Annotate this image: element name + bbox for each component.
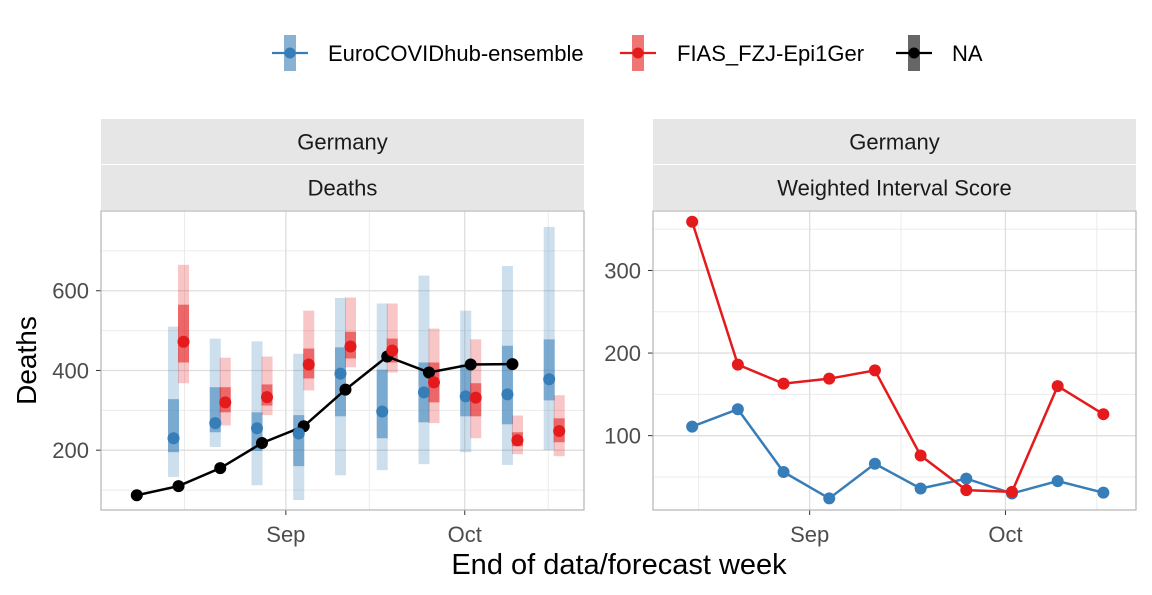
interval-50-band: [501, 345, 513, 425]
legend-key-point: [908, 47, 920, 59]
facet-strip: [653, 165, 1136, 210]
median-point: [167, 432, 180, 445]
y-axis-title: Deaths: [11, 316, 42, 405]
median-point: [292, 427, 305, 440]
score-point: [1051, 380, 1064, 393]
median-point: [344, 340, 357, 353]
y-tick-label: 400: [52, 358, 89, 383]
observed-point: [172, 480, 185, 493]
score-point: [823, 372, 836, 385]
interval-50-band: [178, 304, 190, 363]
median-point: [209, 417, 222, 430]
median-point: [501, 388, 514, 401]
median-point: [459, 390, 472, 403]
y-tick-label: 200: [604, 341, 641, 366]
median-point: [261, 391, 273, 404]
observed-point: [214, 462, 227, 475]
legend-label: FIAS_FZJ-Epi1Ger: [677, 41, 864, 66]
median-point: [251, 422, 263, 435]
median-point: [219, 396, 232, 409]
facet-strip-label: Deaths: [308, 176, 378, 201]
interval-50-band: [293, 415, 305, 467]
score-point: [686, 420, 699, 433]
observed-point: [464, 358, 477, 371]
score-point: [1051, 475, 1064, 488]
panel-border: [652, 210, 1137, 511]
score-point: [960, 484, 973, 497]
x-tick-label: Sep: [790, 522, 829, 547]
facet-strip-label: Germany: [849, 130, 939, 155]
plot-area: [130, 226, 566, 502]
interval-50-band: [168, 399, 180, 453]
observed-point: [339, 383, 352, 396]
score-point: [823, 492, 836, 505]
interval-90-band: [543, 226, 555, 451]
legend-item: NA: [896, 35, 983, 71]
score-point: [868, 457, 881, 470]
observed-point: [130, 489, 143, 502]
score-point: [777, 466, 790, 479]
plot-area: [686, 215, 1110, 505]
observed-point: [422, 366, 435, 379]
x-tick-label: Sep: [266, 522, 305, 547]
observed-point: [506, 358, 519, 371]
y-tick-label: 600: [52, 279, 89, 304]
interval-50-band: [376, 369, 388, 439]
score-point: [914, 449, 927, 462]
facet-strip: [101, 165, 584, 210]
facet-strip-label: Weighted Interval Score: [777, 176, 1011, 201]
legend-key-point: [284, 47, 296, 59]
x-axis-title: End of data/forecast week: [451, 549, 787, 581]
legend-item: EuroCOVIDhub-ensemble: [272, 35, 584, 71]
x-tick-label: Oct: [448, 522, 482, 547]
score-point: [777, 377, 790, 390]
interval-50-band: [334, 347, 346, 417]
median-point: [511, 434, 524, 447]
legend: EuroCOVIDhub-ensemble FIAS_FZJ-Epi1Ger NA: [272, 35, 983, 71]
median-point: [417, 386, 430, 399]
y-tick-label: 200: [52, 438, 89, 463]
grid: [653, 211, 1136, 510]
score-point: [960, 472, 973, 485]
median-point: [427, 376, 440, 389]
facet-strip: [653, 119, 1136, 164]
y-tick-label: 300: [604, 258, 641, 283]
median-point: [386, 344, 399, 357]
score-line: [691, 407, 1104, 500]
panel-deaths: Germany Deaths Sep Oct 200 400 600 Deaths: [11, 119, 585, 547]
legend-label: NA: [952, 41, 983, 66]
score-point: [686, 215, 699, 228]
panel-weighted-interval-score: Germany Weighted Interval Score Sep Oct 100 2…: [604, 119, 1137, 547]
interval-90-band: [386, 303, 398, 373]
median-point: [302, 358, 315, 371]
median-point: [376, 405, 389, 418]
median-point: [543, 373, 556, 386]
score-point: [731, 403, 744, 416]
legend-item: FIAS_FZJ-Epi1Ger: [620, 35, 864, 71]
facet-strip: [101, 119, 584, 164]
median-point: [177, 335, 190, 348]
interval-50-band: [209, 387, 221, 433]
interval-50-band: [543, 339, 555, 401]
score-point: [1005, 485, 1018, 498]
legend-label: EuroCOVIDhub-ensemble: [328, 41, 584, 66]
score-point: [731, 358, 744, 371]
observed-point: [256, 437, 268, 450]
score-line: [690, 221, 1105, 494]
x-tick-label: Oct: [988, 522, 1022, 547]
median-point: [553, 425, 566, 438]
score-point: [1097, 486, 1110, 499]
legend-key-point: [632, 47, 644, 59]
score-point: [868, 364, 881, 377]
observed-line: [136, 355, 513, 497]
facet-strip-label: Germany: [297, 130, 387, 155]
score-point: [1097, 408, 1110, 421]
median-point: [469, 391, 482, 404]
panel-border: [100, 210, 585, 511]
median-point: [334, 367, 347, 380]
score-point: [914, 482, 927, 495]
y-tick-label: 100: [604, 424, 641, 449]
